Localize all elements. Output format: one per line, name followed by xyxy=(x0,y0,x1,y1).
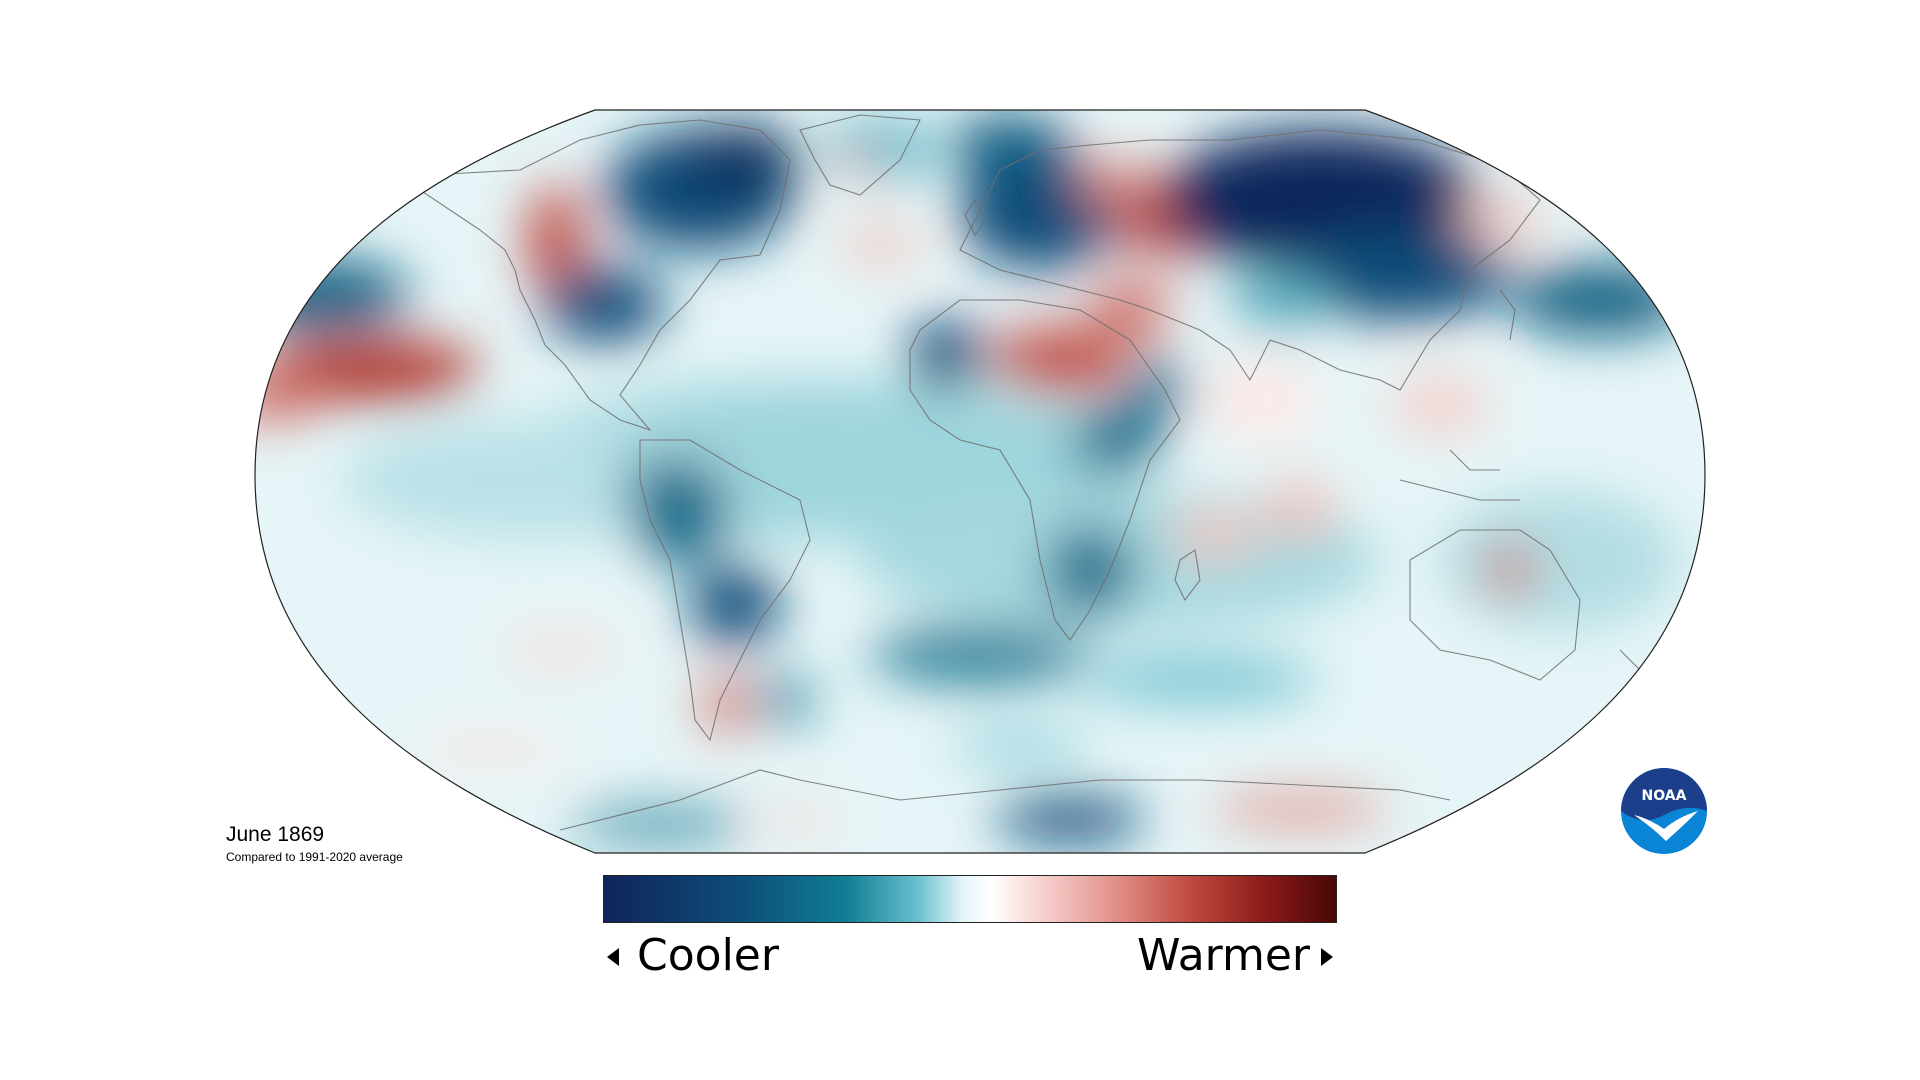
anomaly-field xyxy=(255,110,1705,853)
map-border xyxy=(254,109,1706,854)
noaa-logo-icon: NOAA xyxy=(1620,767,1708,855)
legend-warmer-label: Warmer xyxy=(1137,930,1310,981)
arrow-left-icon xyxy=(607,948,619,966)
noaa-logo-text: NOAA xyxy=(1642,788,1687,804)
map-date-title: June 1869 xyxy=(226,823,325,846)
anomaly-blobs xyxy=(255,115,1690,842)
color-scale-bar xyxy=(603,875,1337,923)
arrow-right-icon xyxy=(1321,948,1333,966)
legend-cooler-label: Cooler xyxy=(637,930,779,981)
map-baseline-subtitle: Compared to 1991-2020 average xyxy=(226,850,403,864)
